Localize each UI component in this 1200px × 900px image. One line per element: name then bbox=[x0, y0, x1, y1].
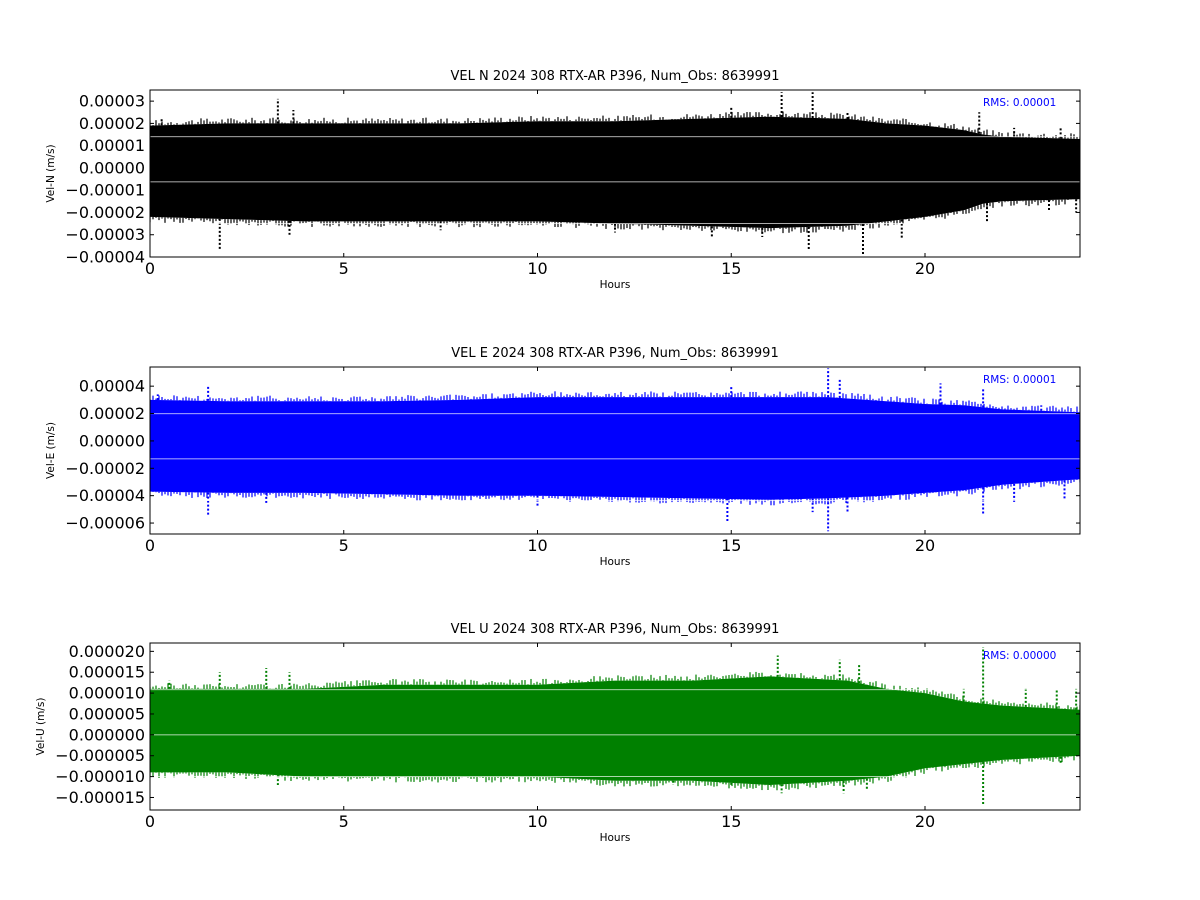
y-tick-label: 0.00000 bbox=[79, 431, 145, 450]
plot-area bbox=[150, 92, 1080, 255]
y-tick-label: −0.00002 bbox=[65, 203, 145, 222]
y-tick-label: 0.00004 bbox=[79, 377, 145, 396]
y-tick-label: −0.00003 bbox=[65, 225, 145, 244]
chart-title: VEL U 2024 308 RTX-AR P396, Num_Obs: 863… bbox=[451, 622, 780, 637]
x-axis-label: Hours bbox=[600, 832, 631, 844]
y-tick-label: 0.000000 bbox=[69, 725, 145, 744]
data-band bbox=[150, 397, 1080, 500]
x-axis-label: Hours bbox=[600, 556, 631, 568]
y-tick-label: −0.00006 bbox=[65, 514, 145, 533]
rms-annotation: RMS: 0.00001 bbox=[983, 374, 1056, 386]
x-axis-label: Hours bbox=[600, 279, 631, 291]
y-tick-label: 0.00001 bbox=[79, 136, 145, 155]
axes-frame bbox=[149, 642, 1081, 811]
rms-annotation: RMS: 0.00000 bbox=[983, 650, 1056, 662]
data-streaks bbox=[150, 689, 1080, 777]
x-tick-label: 15 bbox=[721, 812, 741, 831]
y-tick-label: −0.000005 bbox=[55, 746, 145, 765]
y-tick-label: 0.000015 bbox=[69, 663, 145, 682]
x-tick-label: 0 bbox=[145, 259, 155, 278]
y-tick-label: −0.000015 bbox=[55, 788, 145, 807]
x-tick-label: 20 bbox=[915, 812, 935, 831]
plot-area bbox=[150, 368, 1080, 532]
panel-u: 0 5 10 15 20 0.000020 0.000015 0.0000100.000005… bbox=[35, 622, 1081, 844]
y-tick-label: −0.00004 bbox=[65, 486, 145, 505]
rms-annotation: RMS: 0.00001 bbox=[983, 97, 1056, 109]
x-tick-label: 10 bbox=[527, 812, 547, 831]
y-axis-label: Vel-U (m/s) bbox=[35, 698, 47, 756]
x-tick-label: 5 bbox=[339, 812, 349, 831]
x-tick-label: 5 bbox=[339, 536, 349, 555]
axes-frame bbox=[149, 366, 1081, 535]
x-tick-label: 10 bbox=[527, 259, 547, 278]
data-band bbox=[150, 676, 1080, 785]
data-streaks bbox=[150, 136, 1080, 225]
x-tick-label: 5 bbox=[339, 259, 349, 278]
data-edge-texture bbox=[150, 391, 1080, 506]
panel-n: 0 5 10 15 20 0.00003 0.00002 0.00001 0.00000 −0.0… bbox=[45, 69, 1081, 291]
y-tick-label: 0.000020 bbox=[69, 642, 145, 661]
y-tick-label: −0.00004 bbox=[65, 248, 145, 267]
y-tick-label: 0.000010 bbox=[69, 684, 145, 703]
x-tick-label: 15 bbox=[721, 259, 741, 278]
panel-e: 0 5 10 15 20 0.00004 0.00002 0.00000 −0.00002 −0.… bbox=[45, 346, 1081, 568]
axes-frame bbox=[149, 89, 1081, 258]
y-axis-label: Vel-E (m/s) bbox=[45, 422, 57, 479]
y-tick-label: 0.00000 bbox=[79, 158, 145, 177]
y-tick-label: −0.000010 bbox=[55, 767, 145, 786]
data-edge-texture bbox=[150, 671, 1080, 791]
y-tick-label: 0.000005 bbox=[69, 704, 145, 723]
x-tick-label: 15 bbox=[721, 536, 741, 555]
data-band bbox=[150, 116, 1080, 229]
y-tick-label: 0.00002 bbox=[79, 404, 145, 423]
data-streaks bbox=[150, 413, 1080, 502]
x-tick-label: 0 bbox=[145, 812, 155, 831]
y-tick-label: 0.00002 bbox=[79, 114, 145, 133]
y-tick-label: −0.00002 bbox=[65, 459, 145, 478]
y-axis-label: Vel-N (m/s) bbox=[45, 144, 57, 202]
chart-title: VEL E 2024 308 RTX-AR P396, Num_Obs: 863… bbox=[451, 346, 778, 361]
x-tick-label: 20 bbox=[915, 536, 935, 555]
plot-area bbox=[150, 647, 1080, 806]
x-tick-label: 0 bbox=[145, 536, 155, 555]
y-tick-label: −0.00001 bbox=[65, 181, 145, 200]
x-tick-label: 10 bbox=[527, 536, 547, 555]
x-tick-label: 20 bbox=[915, 259, 935, 278]
chart-title: VEL N 2024 308 RTX-AR P396, Num_Obs: 863… bbox=[451, 69, 780, 84]
y-tick-label: 0.00003 bbox=[79, 92, 145, 111]
